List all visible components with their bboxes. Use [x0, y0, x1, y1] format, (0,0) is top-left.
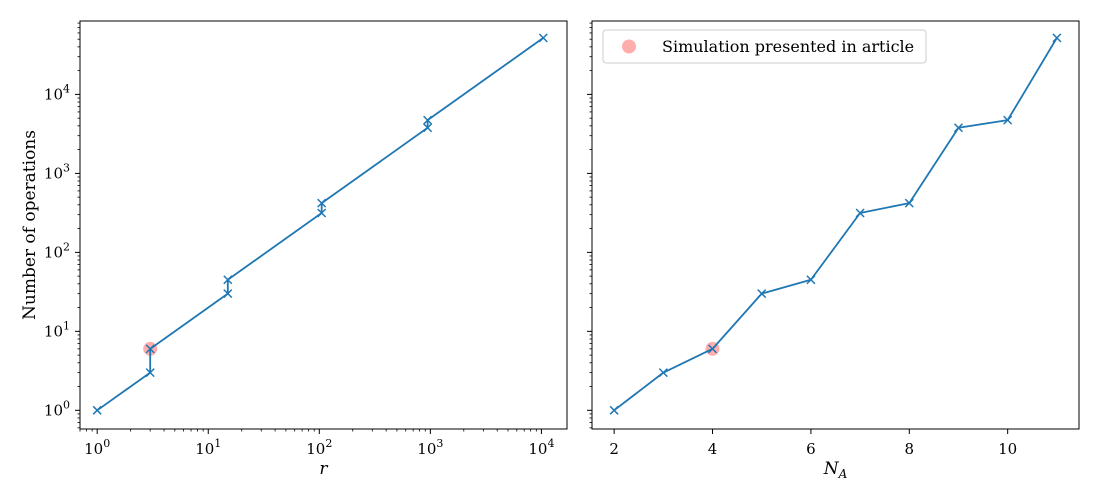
x-tick-label: 2	[609, 440, 619, 458]
chart-right: 2 4 6 8 10 NA Simulation presented in articl…	[587, 20, 1080, 481]
data-point-stroke	[317, 208, 327, 218]
data-point-stroke	[423, 115, 433, 125]
y-tick-label: 102	[44, 240, 70, 261]
x-tick-label: 100	[84, 437, 110, 458]
x-tick-label: 6	[806, 440, 816, 458]
data-point	[145, 344, 155, 354]
data-point	[317, 198, 327, 208]
data-point	[757, 289, 767, 299]
x-tick-label: 10	[998, 440, 1017, 458]
data-point-stroke	[145, 368, 155, 378]
y-tick-label: 101	[44, 319, 70, 340]
left-y-axis-label: Number of operations	[20, 130, 40, 320]
series-line	[96, 37, 544, 412]
left-x-axis-label: r	[319, 459, 328, 479]
right-ticks: 2 4 6 8 10	[587, 93, 1017, 458]
data-point-stroke	[538, 33, 548, 43]
data-point	[538, 33, 548, 43]
data-point	[707, 344, 718, 354]
data-point-stroke	[707, 344, 718, 354]
left-ticks: 100 101 102 103 104 100 101 102 103 104	[44, 82, 555, 458]
data-point-stroke	[855, 208, 865, 218]
data-point-stroke	[1003, 115, 1013, 125]
chart-left: 100 101 102 103 104 100 101 102 103 104 r Number …	[20, 20, 568, 479]
data-point	[609, 405, 619, 415]
data-point	[806, 275, 816, 285]
right-series	[609, 33, 1062, 415]
x-tick-label: 103	[417, 437, 443, 458]
data-point-stroke	[757, 289, 767, 299]
data-point-stroke	[223, 289, 233, 299]
data-point-stroke	[317, 198, 327, 208]
data-point	[423, 115, 433, 125]
data-point	[855, 208, 865, 218]
data-point	[904, 198, 914, 208]
data-point	[223, 275, 233, 285]
data-point	[423, 123, 433, 133]
data-point	[317, 208, 327, 218]
data-point	[223, 289, 233, 299]
y-tick-label: 103	[44, 161, 70, 182]
data-point	[658, 368, 668, 378]
x-tick-label: 101	[195, 437, 221, 458]
y-tick-label: 100	[44, 398, 70, 419]
series-line	[613, 37, 1058, 412]
left-series	[92, 33, 548, 415]
x-tick-label: 104	[528, 437, 554, 458]
legend-marker-highlight	[622, 39, 636, 54]
data-point-stroke	[423, 123, 433, 133]
x-tick-label: 102	[306, 437, 332, 458]
x-tick-label: 8	[905, 440, 915, 458]
data-point	[92, 405, 102, 415]
data-point-stroke	[658, 368, 668, 378]
data-point	[953, 123, 964, 133]
right-plot-frame	[591, 20, 1080, 430]
data-point-stroke	[609, 405, 619, 415]
data-point	[1003, 115, 1013, 125]
right-x-axis-label: NA	[823, 459, 848, 481]
data-point-stroke	[953, 123, 964, 133]
x-tick-label: 4	[708, 440, 718, 458]
left-minor-ticks	[77, 22, 537, 432]
left-plot-frame	[79, 20, 568, 430]
legend: Simulation presented in article	[602, 29, 927, 64]
data-point-stroke	[1052, 33, 1062, 43]
data-point	[1052, 33, 1062, 43]
data-point-stroke	[806, 275, 816, 285]
data-point-stroke	[904, 198, 914, 208]
legend-entry-label: Simulation presented in article	[662, 37, 914, 56]
data-point-stroke	[145, 344, 155, 354]
data-point-stroke	[92, 405, 102, 415]
y-tick-label: 104	[44, 82, 70, 103]
data-point	[145, 368, 155, 378]
data-point-stroke	[223, 275, 233, 285]
legend-box	[602, 29, 927, 64]
